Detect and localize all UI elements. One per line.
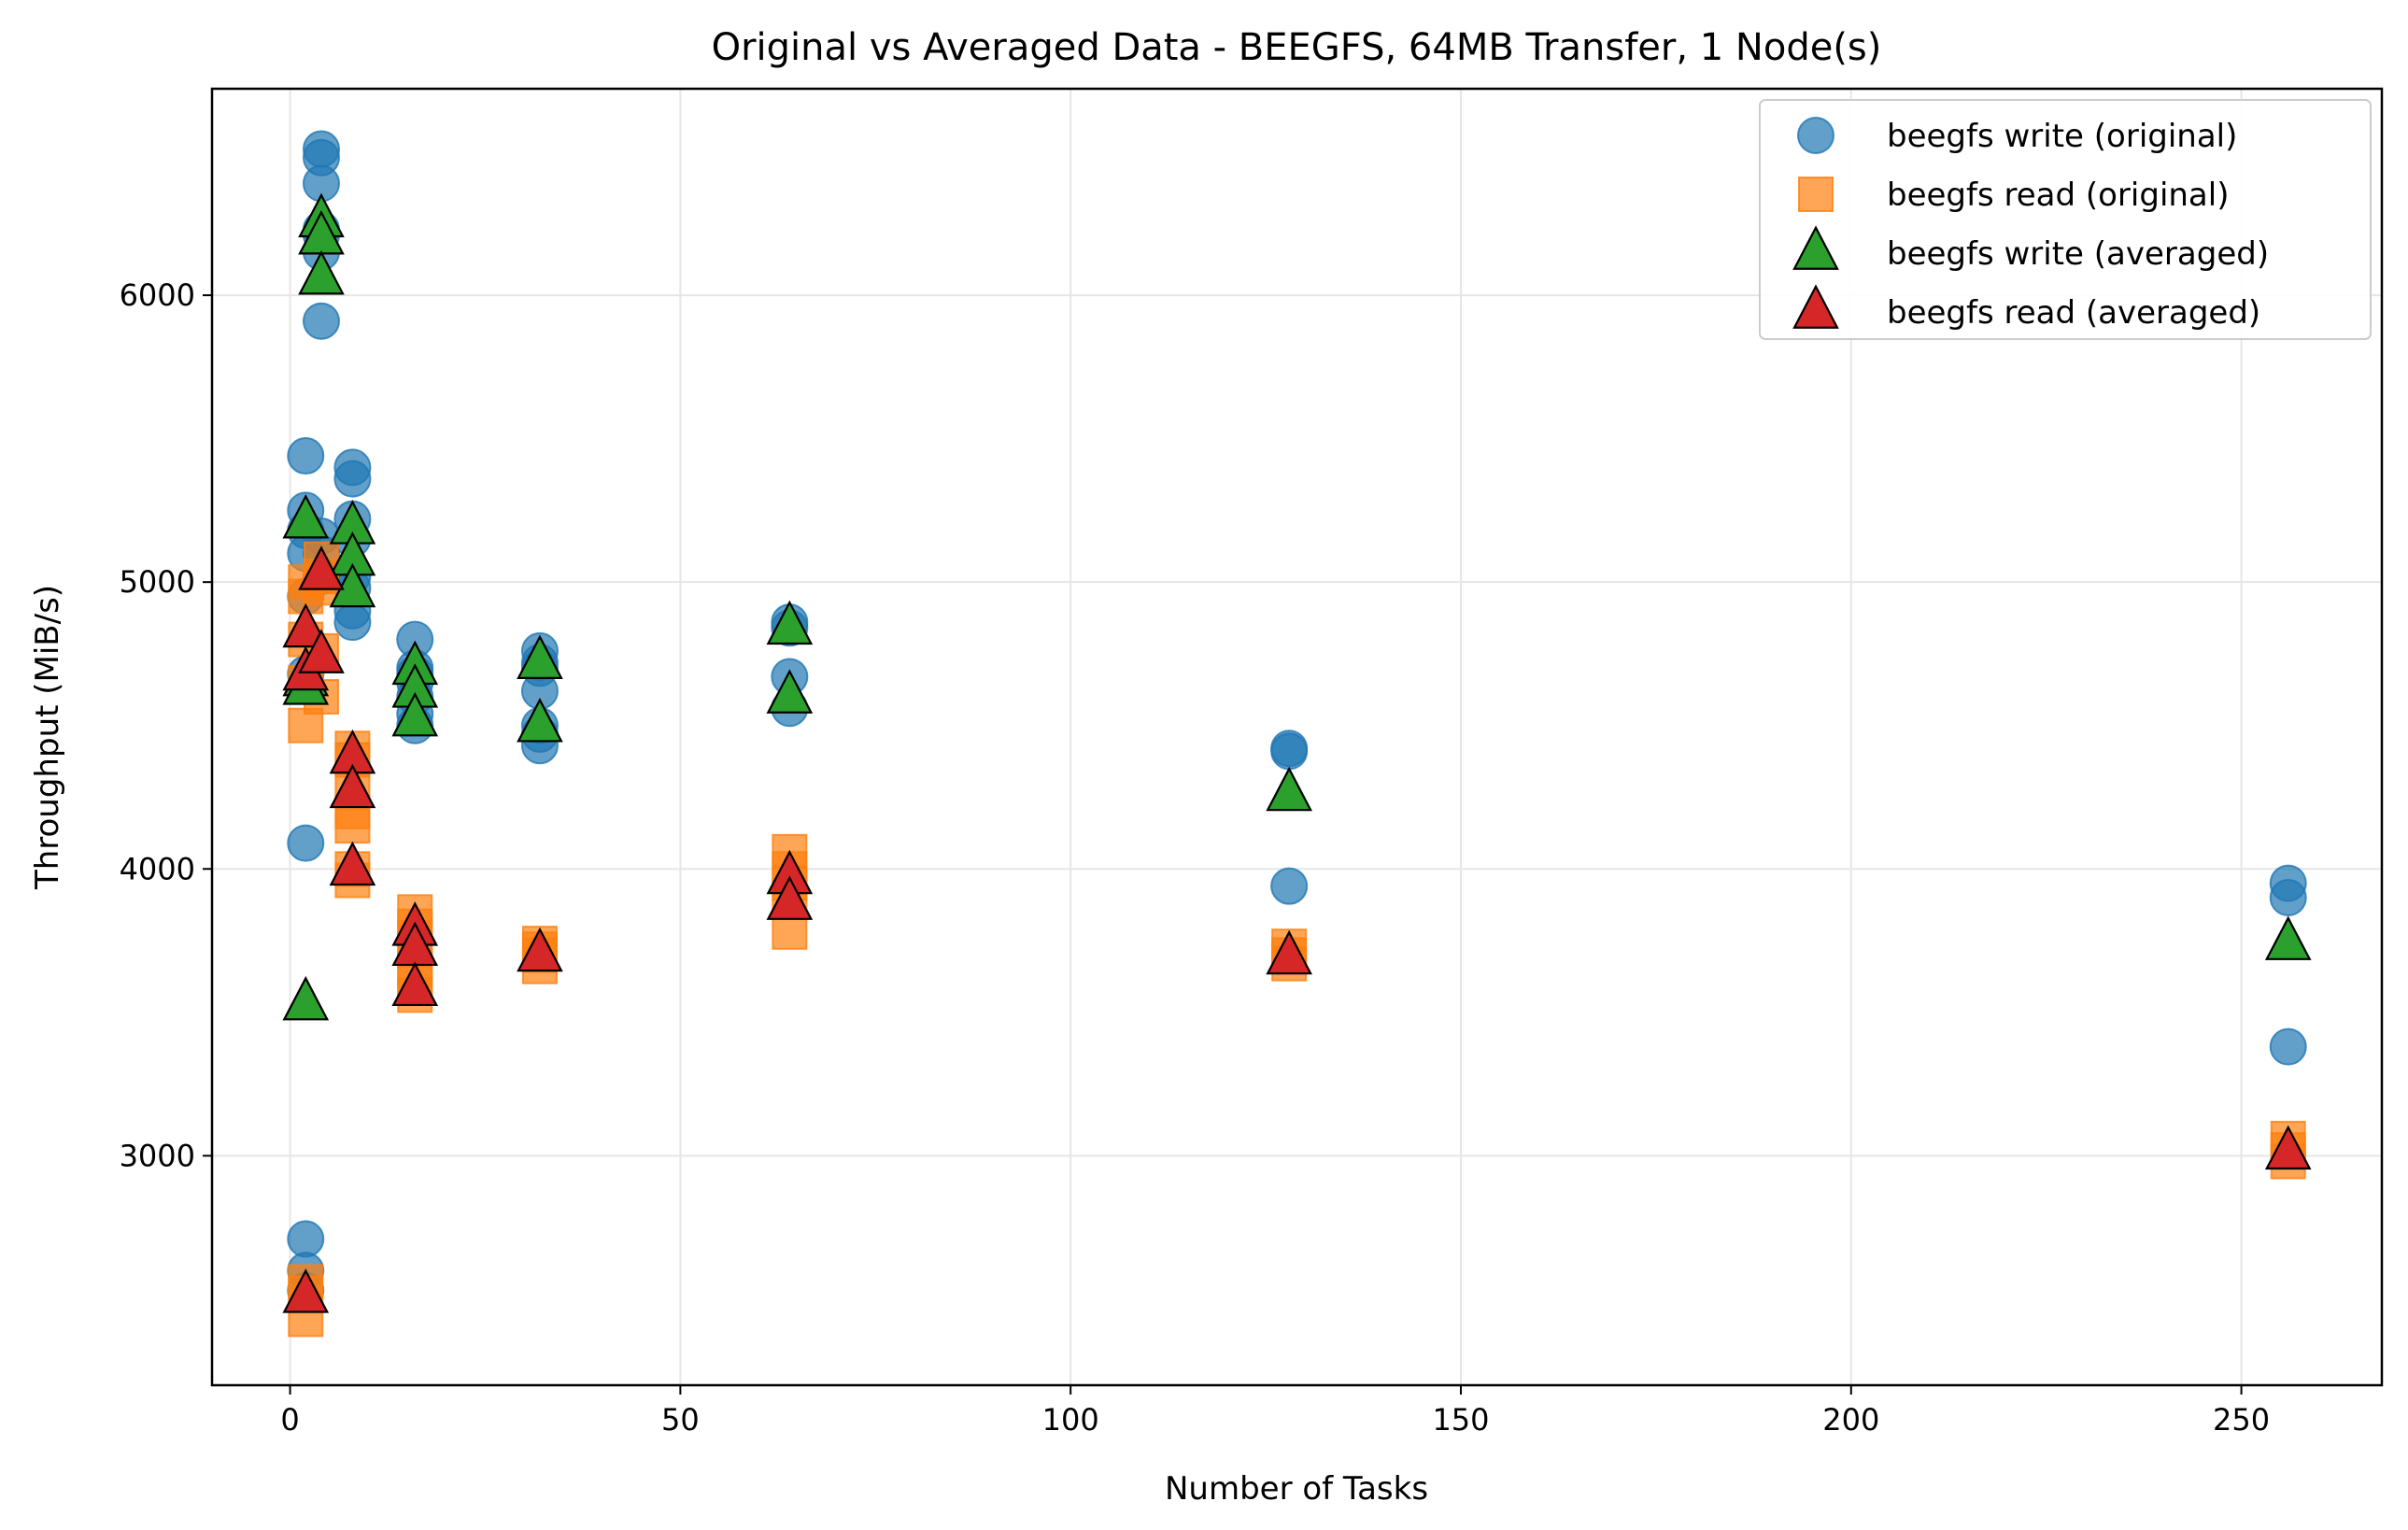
data-point-beegfs-read-averaged [391, 961, 439, 1007]
x-tick-label: 150 [1432, 1402, 1489, 1438]
data-point-beegfs-write-original [2269, 1027, 2307, 1066]
data-point-beegfs-write-original [287, 1220, 325, 1258]
y-tick-label: 3000 [120, 1138, 195, 1173]
data-point-beegfs-write-averaged [517, 698, 563, 743]
data-point-beegfs-write-averaged [517, 634, 563, 679]
data-point-beegfs-write-averaged [298, 250, 345, 295]
x-axis-label: Number of Tasks [1165, 1470, 1428, 1508]
legend-marker [1798, 177, 1834, 212]
data-point-beegfs-read-averaged [766, 875, 814, 920]
data-point-beegfs-write-original [302, 302, 340, 340]
data-point-beegfs-write-original [287, 824, 325, 862]
x-tick-label: 200 [1822, 1402, 1879, 1438]
legend-marker [1797, 117, 1834, 154]
data-point-beegfs-write-averaged [282, 494, 330, 539]
legend-label: beegfs read (averaged) [1887, 294, 2260, 332]
data-point-beegfs-write-averaged [2264, 915, 2312, 960]
legend-label: beegfs write (original) [1887, 118, 2237, 155]
axis-ticks: 0 50 100 150 200 250 3000 4000 5000 6000 [120, 277, 2271, 1438]
data-point-beegfs-read-averaged [329, 841, 376, 886]
data-point-beegfs-read-averaged [329, 763, 376, 809]
legend-box [1759, 99, 2372, 340]
data-point-beegfs-write-original [1270, 867, 1309, 905]
y-tick-label: 6000 [120, 277, 195, 313]
data-point-beegfs-write-original [333, 603, 372, 642]
data-point-beegfs-read-original [772, 914, 808, 950]
y-tick-label: 4000 [120, 851, 195, 886]
data-point-beegfs-read-averaged [517, 927, 563, 972]
data-point-beegfs-write-original [1270, 732, 1309, 771]
legend-marker [1792, 225, 1839, 270]
data-point-beegfs-read-averaged [2264, 1125, 2312, 1170]
data-point-beegfs-write-averaged [766, 600, 814, 645]
data-point-beegfs-write-original [287, 437, 325, 475]
data-point-beegfs-read-averaged [298, 545, 345, 590]
x-tick-label: 250 [2213, 1402, 2270, 1438]
data-point-beegfs-write-original [2269, 878, 2307, 916]
x-tick-label: 100 [1042, 1402, 1099, 1438]
data-point-beegfs-read-averaged [1266, 929, 1312, 975]
x-tick-label: 0 [280, 1402, 299, 1438]
legend-label: beegfs write (averaged) [1887, 235, 2269, 273]
legend-marker [1792, 284, 1839, 329]
data-point-beegfs-write-original [333, 460, 372, 498]
x-tick-label: 50 [661, 1402, 700, 1438]
plot-frame [210, 87, 2384, 1387]
data-points [282, 130, 2312, 1338]
y-tick-label: 5000 [120, 564, 195, 600]
chart-title: Original vs Averaged Data - BEEGFS, 64MB… [712, 26, 1882, 69]
data-point-beegfs-read-averaged [298, 629, 345, 673]
y-axis-label: Throughput (MiB/s) [29, 585, 66, 890]
data-point-beegfs-write-averaged [282, 975, 330, 1021]
legend: beegfs write (original) beegfs read (orig… [1759, 99, 2372, 340]
data-point-beegfs-write-averaged [391, 691, 439, 737]
data-point-beegfs-write-averaged [766, 669, 814, 714]
data-point-beegfs-read-original [334, 808, 371, 844]
data-point-beegfs-read-averaged [282, 1268, 330, 1313]
legend-label: beegfs read (original) [1887, 177, 2229, 214]
data-point-beegfs-write-averaged [1266, 766, 1312, 812]
